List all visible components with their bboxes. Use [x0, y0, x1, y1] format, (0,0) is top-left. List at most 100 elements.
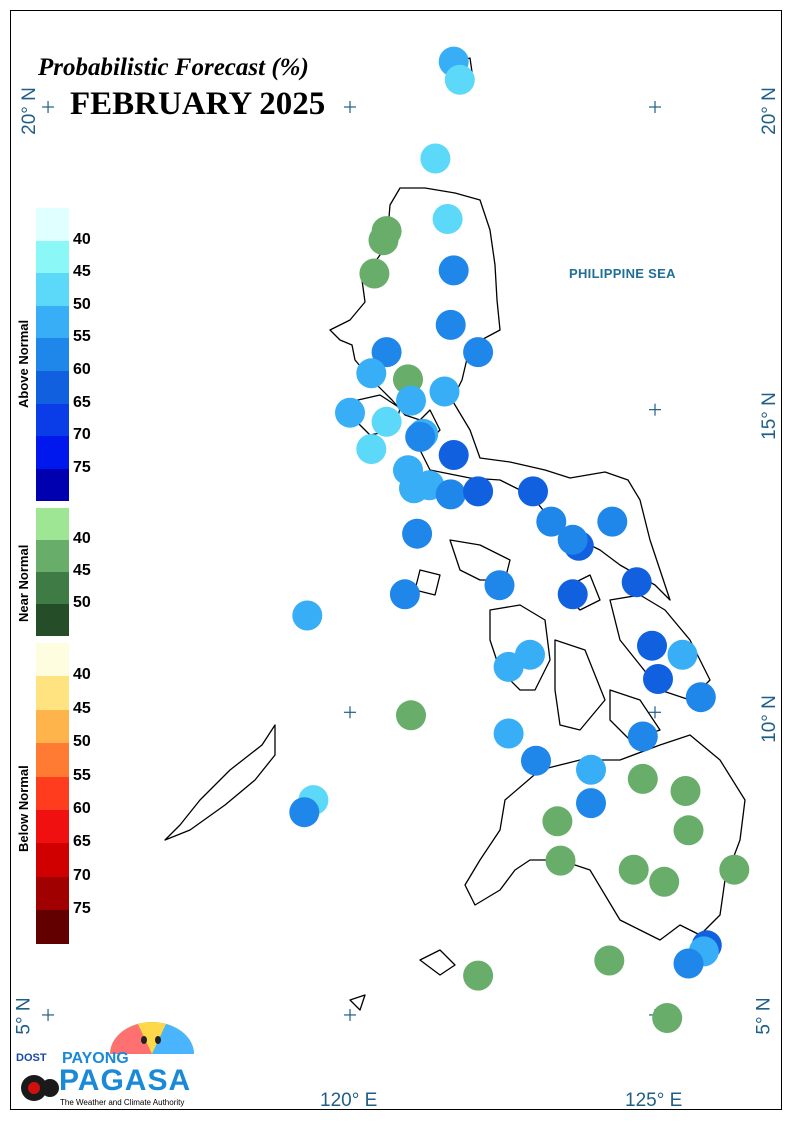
legend-title-near: Near Normal — [16, 544, 31, 622]
station-marker — [673, 948, 704, 979]
legend-swatch — [36, 572, 69, 604]
lon-label-120: 120° E — [320, 1090, 378, 1111]
station-marker — [335, 397, 365, 428]
station-marker — [396, 385, 426, 416]
legend-swatch — [36, 305, 69, 339]
station-marker — [493, 651, 524, 682]
legend-tick: 50 — [73, 295, 91, 313]
legend-swatch — [36, 843, 69, 877]
station-marker — [463, 337, 494, 368]
station-marker — [542, 806, 573, 837]
lon-label-125: 125° E — [625, 1090, 683, 1111]
legend-swatch — [36, 240, 69, 274]
legend-tick: 40 — [73, 230, 91, 248]
land-outline — [419, 949, 456, 976]
station-marker — [557, 579, 588, 610]
legend-tick: 45 — [73, 263, 91, 281]
station-marker — [652, 1003, 683, 1033]
legend-tick: 50 — [73, 733, 91, 751]
grid-crosses — [42, 101, 661, 1021]
station-marker — [518, 476, 548, 507]
station-marker — [536, 506, 567, 537]
land-outline — [464, 734, 746, 941]
station-marker — [371, 406, 402, 437]
station-marker — [557, 524, 588, 555]
forecast-title: Probabilistic Forecast (%) — [38, 54, 309, 81]
map-frame — [10, 10, 782, 1110]
station-marker — [371, 337, 402, 368]
legend-tick: 70 — [73, 866, 91, 884]
station-marker — [594, 945, 625, 976]
legend-swatch — [36, 540, 69, 572]
station-marker — [643, 664, 673, 694]
legend-tick: 40 — [73, 530, 91, 547]
station-marker — [435, 309, 466, 340]
station-marker — [463, 960, 494, 991]
land-outline — [349, 994, 366, 1011]
legend-title-above: Above Normal — [16, 319, 31, 408]
lat-label-20-left: 20° N — [18, 87, 40, 135]
legend-swatch — [36, 436, 69, 469]
station-marker — [618, 854, 649, 885]
station-marker — [402, 518, 433, 549]
payong-label: PAYONG — [62, 1050, 129, 1067]
legend-swatch — [36, 468, 69, 502]
philippine-sea-label: PHILIPPINE SEA — [569, 266, 676, 281]
land-outline — [414, 569, 441, 596]
legend-tick: 65 — [73, 393, 91, 411]
station-marker — [444, 64, 475, 95]
station-marker — [670, 776, 701, 806]
lat-label-20-right: 20° N — [758, 87, 780, 135]
station-marker — [389, 579, 420, 610]
pagasa-logo: DOST PAYONG PAGASA The Weather and Clima… — [12, 1018, 202, 1110]
station-marker — [429, 376, 460, 407]
station-marker — [627, 721, 658, 752]
legend-tick: 45 — [73, 562, 91, 579]
lat-label-5-right: 5° N — [753, 997, 775, 1035]
station-marker — [438, 255, 469, 286]
station-marker — [493, 718, 524, 749]
legend-tick: 65 — [73, 833, 91, 851]
station-marker — [521, 745, 551, 776]
legend-tick: 70 — [73, 426, 91, 444]
station-marker — [432, 204, 463, 234]
station-marker — [405, 421, 436, 452]
station-marker — [627, 763, 658, 794]
legend-swatch — [36, 810, 69, 844]
station-marker — [484, 570, 515, 601]
land-outline — [164, 724, 276, 841]
station-marker — [396, 700, 426, 731]
legend-swatch — [36, 208, 69, 241]
station-marker — [292, 600, 323, 631]
station-marker — [576, 754, 606, 785]
station-marker — [637, 630, 667, 661]
station-marker — [667, 639, 698, 670]
legend-tick: 55 — [73, 328, 91, 346]
station-marker — [463, 476, 494, 507]
station-marker — [356, 358, 387, 389]
tagline: The Weather and Climate Authority — [60, 1098, 185, 1107]
station-marker — [289, 797, 320, 828]
philippines-coastline — [164, 57, 746, 1011]
legend-tick: 45 — [73, 699, 91, 717]
station-marker — [368, 225, 399, 256]
legend-swatch — [36, 643, 69, 677]
station-marker — [435, 479, 466, 510]
station-marker — [673, 815, 704, 846]
station-marker — [359, 258, 390, 289]
station-marker — [719, 854, 750, 885]
legend-swatch — [36, 876, 69, 911]
legend-tick: 75 — [73, 458, 91, 476]
legend-tick: 75 — [73, 900, 91, 918]
station-markers — [289, 46, 750, 1033]
station-marker — [597, 506, 628, 537]
legend-swatch — [36, 743, 69, 777]
station-marker — [685, 682, 716, 713]
station-marker — [420, 143, 451, 174]
legend-title-below: Below Normal — [16, 765, 31, 852]
legend-swatch — [36, 709, 69, 744]
legend-swatch — [36, 604, 69, 636]
legend-tick: 60 — [73, 361, 91, 378]
legend-tick: 55 — [73, 766, 91, 784]
legend-tick: 40 — [73, 666, 91, 684]
